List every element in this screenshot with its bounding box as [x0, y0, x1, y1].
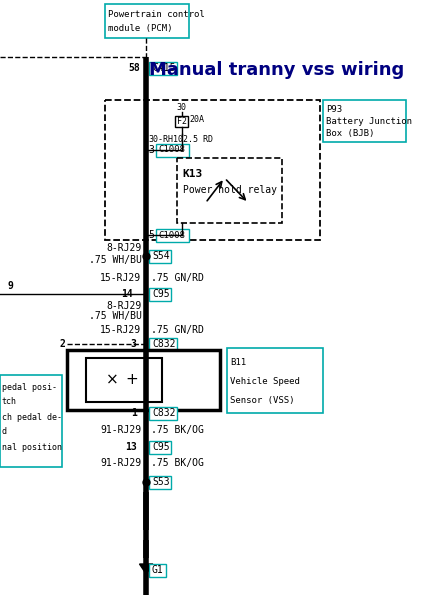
- Bar: [149, 407, 177, 419]
- Text: Manual tranny vss wiring: Manual tranny vss wiring: [150, 61, 405, 79]
- Text: .75 WH/BU: .75 WH/BU: [89, 311, 141, 321]
- Text: 15-RJ29: 15-RJ29: [100, 273, 141, 283]
- Bar: [86, 358, 163, 402]
- Text: 20A: 20A: [189, 114, 204, 123]
- Text: 3: 3: [148, 145, 154, 155]
- Bar: [67, 350, 220, 410]
- Text: Powertrain control: Powertrain control: [108, 10, 205, 19]
- Text: tch: tch: [2, 397, 17, 407]
- Text: Box (BJB): Box (BJB): [326, 129, 374, 138]
- Text: 8-RJ29: 8-RJ29: [106, 243, 141, 253]
- Text: nal position: nal position: [2, 442, 62, 451]
- Text: .75 GN/RD: .75 GN/RD: [151, 325, 204, 335]
- Text: C832: C832: [152, 408, 175, 418]
- Text: F2: F2: [177, 117, 187, 126]
- Text: C95: C95: [152, 442, 169, 452]
- Bar: [149, 62, 177, 74]
- Text: 91-RJ29: 91-RJ29: [100, 425, 141, 435]
- Text: 15-RJ29: 15-RJ29: [100, 325, 141, 335]
- Text: ch pedal de-: ch pedal de-: [2, 413, 62, 422]
- Text: 2.5 RD: 2.5 RD: [184, 136, 213, 145]
- Text: G1: G1: [152, 565, 164, 575]
- Text: .75 WH/BU: .75 WH/BU: [89, 255, 141, 265]
- Text: 91-RJ29: 91-RJ29: [100, 458, 141, 468]
- Text: C832: C832: [152, 339, 175, 349]
- Text: C415: C415: [152, 63, 175, 73]
- Text: Sensor (VSS): Sensor (VSS): [230, 396, 295, 405]
- Text: 30: 30: [177, 103, 187, 113]
- Text: .75 BK/OG: .75 BK/OG: [151, 458, 204, 468]
- Text: pedal posi-: pedal posi-: [2, 382, 57, 391]
- Bar: [156, 229, 189, 241]
- Text: C1008: C1008: [159, 145, 185, 154]
- Bar: [149, 287, 172, 301]
- Text: 58: 58: [129, 63, 141, 73]
- Bar: [149, 338, 177, 350]
- Text: d: d: [2, 428, 7, 436]
- Text: 2: 2: [59, 339, 65, 349]
- Bar: [0, 375, 62, 467]
- Text: 30-RH10: 30-RH10: [148, 136, 183, 145]
- Bar: [105, 100, 320, 240]
- Text: Vehicle Speed: Vehicle Speed: [230, 377, 300, 386]
- Bar: [149, 563, 166, 577]
- Text: Battery Junction: Battery Junction: [326, 117, 412, 126]
- Text: K13: K13: [182, 169, 203, 179]
- Text: 1: 1: [131, 408, 137, 418]
- Text: 5: 5: [148, 230, 154, 240]
- Bar: [323, 100, 406, 142]
- Text: ×: ×: [106, 373, 119, 387]
- Bar: [175, 116, 188, 127]
- Text: B11: B11: [230, 358, 246, 367]
- Bar: [177, 158, 282, 223]
- Bar: [149, 440, 172, 454]
- Text: 3: 3: [131, 339, 137, 349]
- Text: P93: P93: [326, 105, 342, 114]
- Bar: [105, 4, 189, 38]
- Text: S54: S54: [152, 251, 169, 261]
- Polygon shape: [139, 564, 153, 574]
- Bar: [156, 143, 189, 157]
- Text: Power hold relay: Power hold relay: [182, 185, 276, 195]
- Text: 14: 14: [121, 289, 133, 299]
- Bar: [149, 249, 172, 263]
- Text: module (PCM): module (PCM): [108, 24, 172, 33]
- Text: S53: S53: [152, 477, 169, 487]
- Text: 9: 9: [8, 281, 13, 291]
- Text: C1008: C1008: [159, 231, 185, 240]
- Text: C95: C95: [152, 289, 169, 299]
- Bar: [149, 476, 172, 488]
- Text: .75 BK/OG: .75 BK/OG: [151, 425, 204, 435]
- Text: 13: 13: [125, 442, 137, 452]
- Text: .75 GN/RD: .75 GN/RD: [151, 273, 204, 283]
- Text: 8-RJ29: 8-RJ29: [106, 301, 141, 311]
- Text: +: +: [126, 373, 138, 387]
- Bar: [227, 348, 323, 413]
